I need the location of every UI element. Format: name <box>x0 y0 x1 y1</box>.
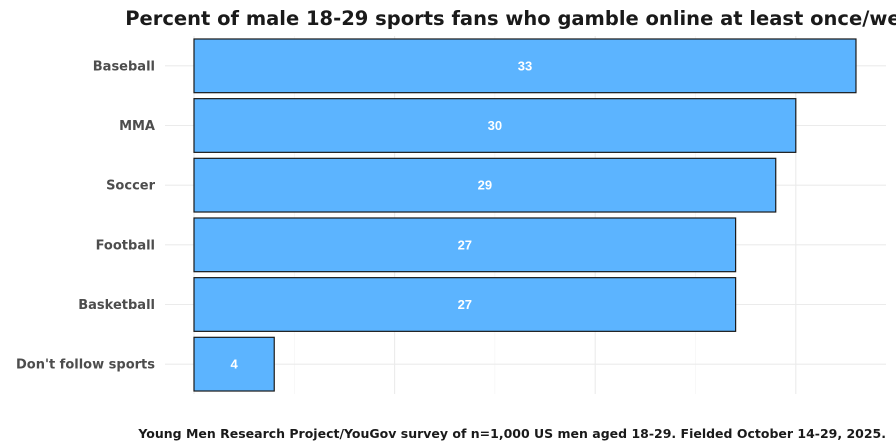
y-tick-label-1: MMA <box>119 119 155 134</box>
y-tick-label-0: Baseball <box>93 59 155 74</box>
bar-3 <box>193 217 737 273</box>
chart-title: Percent of male 18-29 sports fans who ga… <box>125 7 896 30</box>
bar-value-label-5: 4 <box>231 357 239 372</box>
bar-1 <box>193 98 797 153</box>
y-tick-label-5: Don't follow sports <box>16 358 155 373</box>
y-tick-label-2: Soccer <box>106 179 156 194</box>
bar-value-labels: 33 30 29 27 27 4 <box>231 58 533 371</box>
bar-2 <box>193 157 777 213</box>
y-tick-label-4: Basketball <box>78 298 155 313</box>
bars <box>193 38 857 392</box>
y-tick-label-3: Football <box>96 238 155 253</box>
bar-value-label-3: 27 <box>458 237 472 252</box>
bar-value-label-4: 27 <box>458 297 472 312</box>
bar-value-label-2: 29 <box>478 178 492 193</box>
bar-value-label-0: 33 <box>518 58 532 73</box>
bar-0 <box>193 38 857 94</box>
y-axis-tick-labels: Baseball MMA Soccer Football Basketball Don't… <box>16 59 156 372</box>
chart-caption: Young Men Research Project/YouGov survey… <box>137 426 886 441</box>
bar-5 <box>193 336 275 392</box>
bar-4 <box>193 277 737 332</box>
bar-value-label-1: 30 <box>488 118 502 133</box>
